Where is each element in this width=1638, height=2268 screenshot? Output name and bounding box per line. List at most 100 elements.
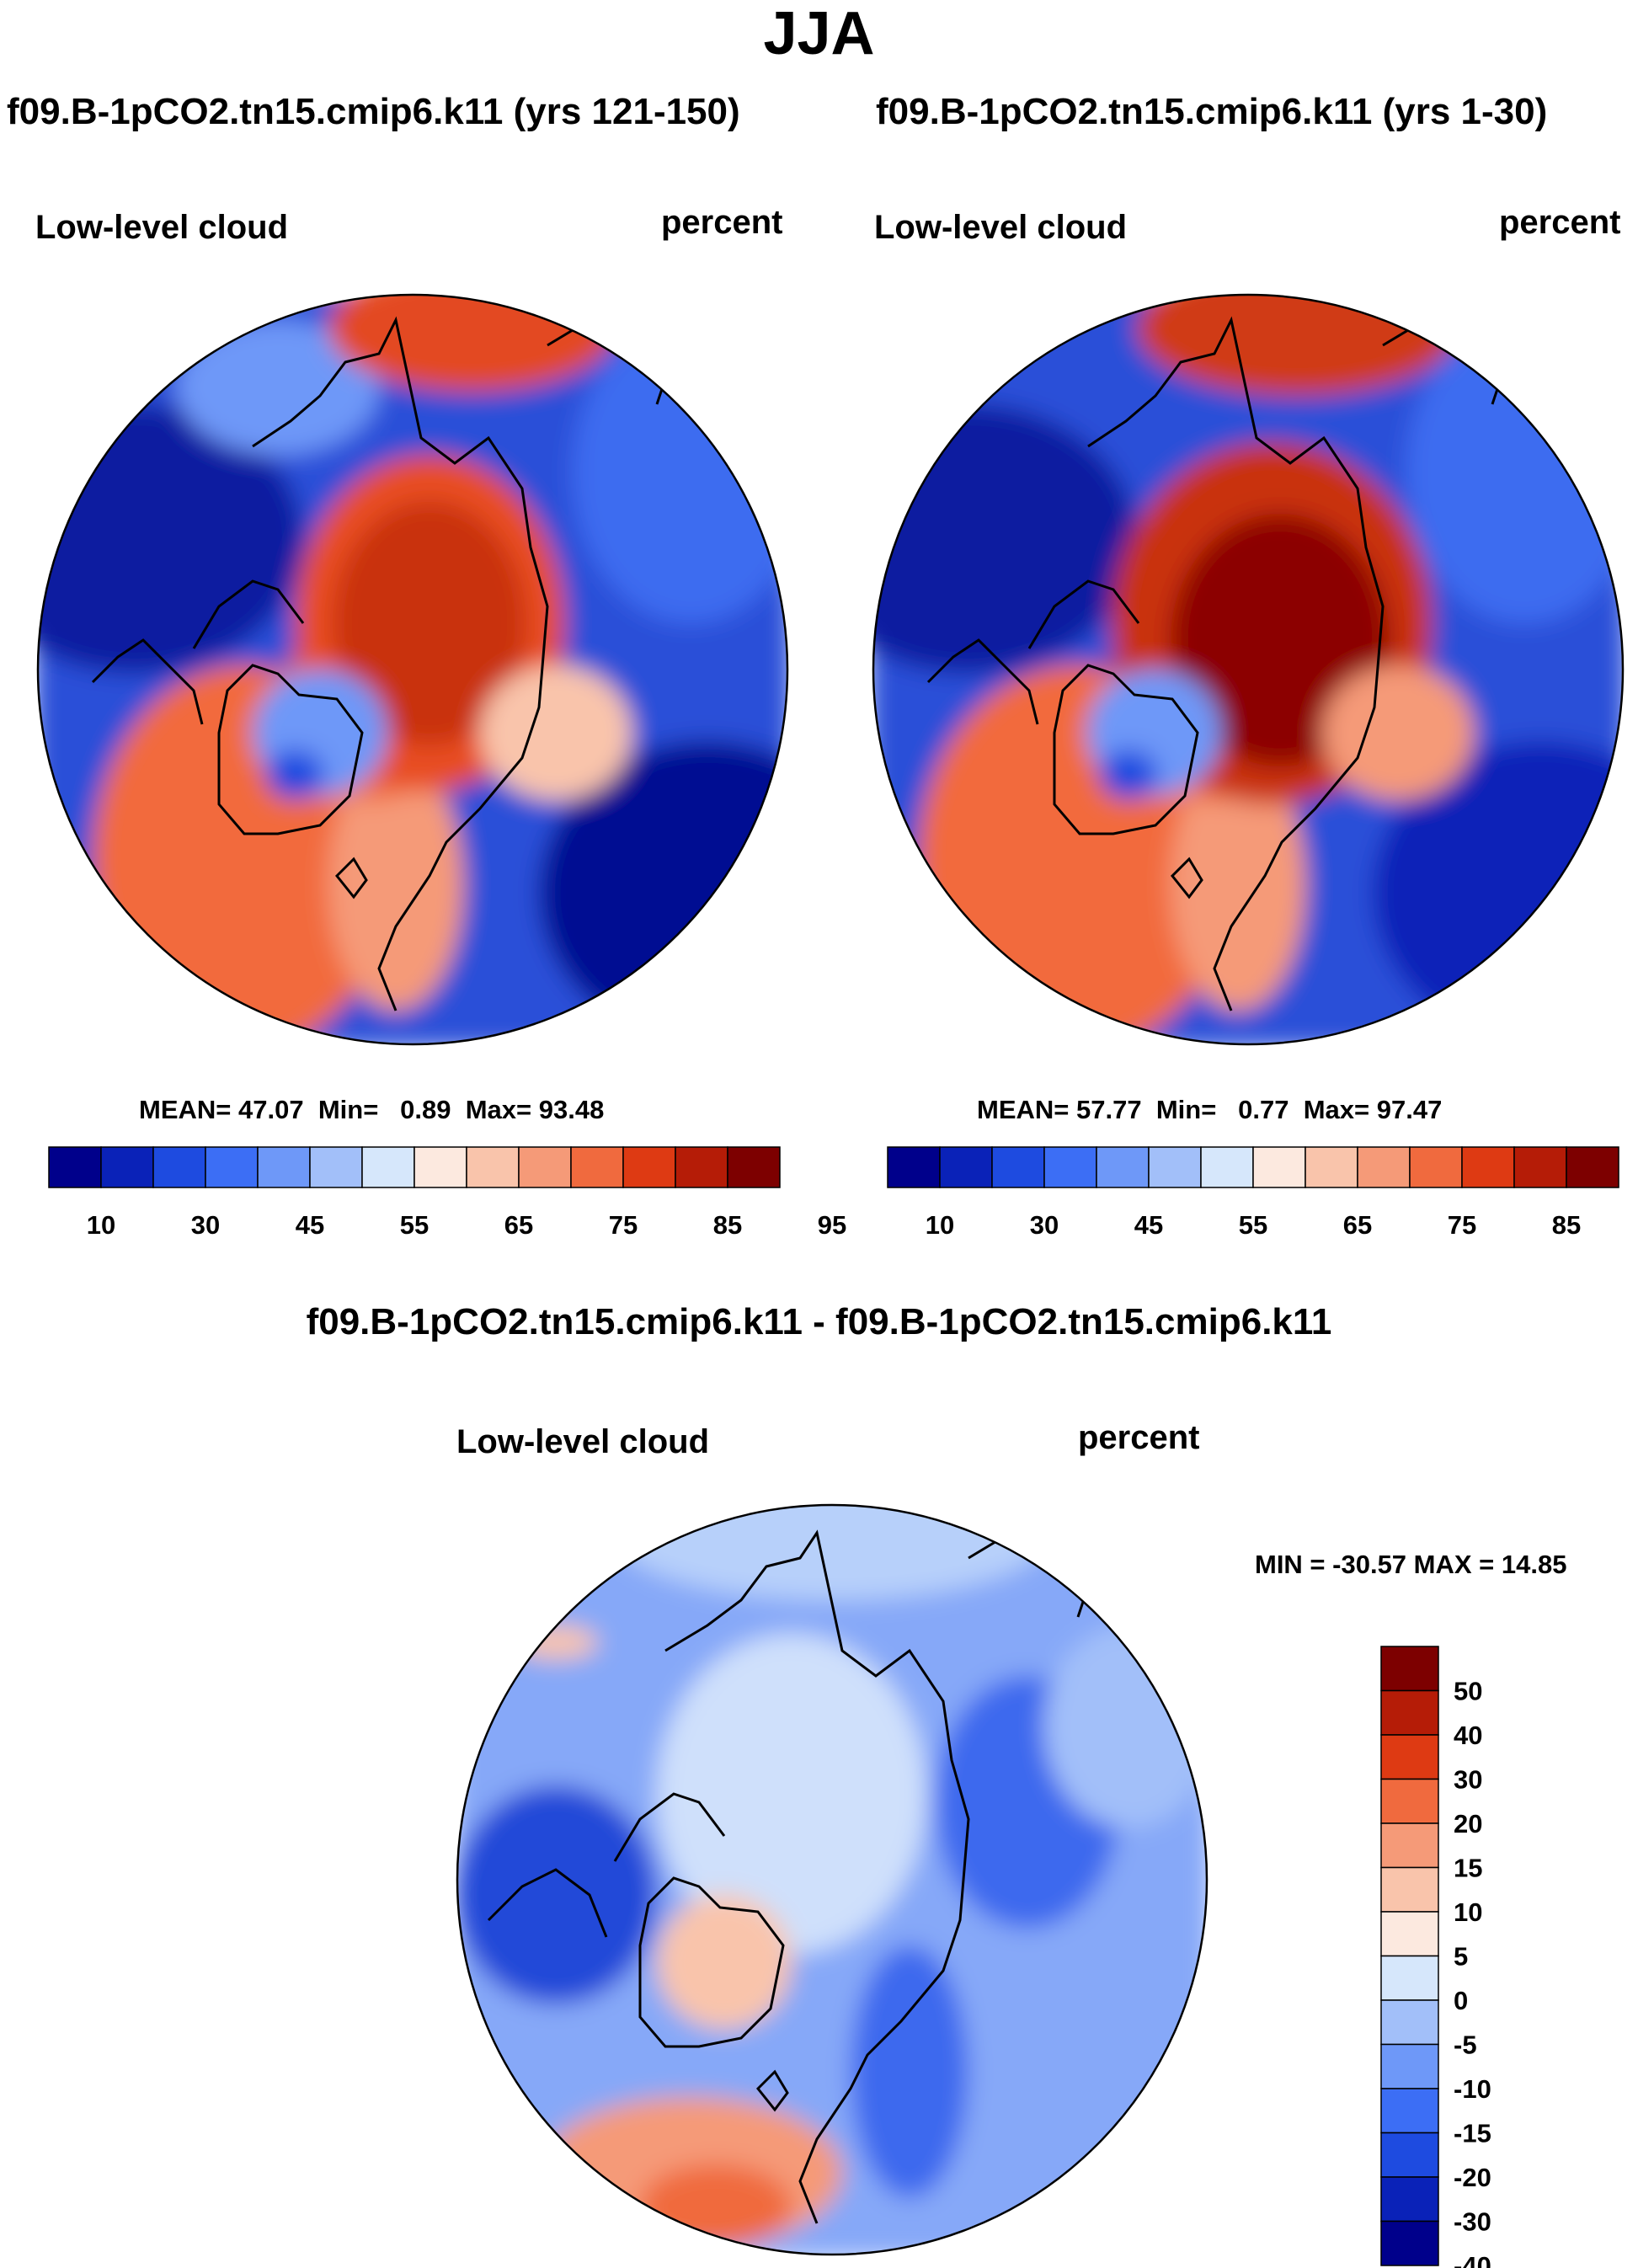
colorbar-swatch — [100, 1146, 154, 1188]
colorbar-swatch — [518, 1146, 572, 1188]
panel-right-units: percent — [1499, 204, 1621, 241]
colorbar-tick-label: 10 — [87, 1210, 115, 1240]
colorbar-swatch — [48, 1146, 102, 1188]
colorbar-swatch — [1461, 1146, 1515, 1188]
colorbar-swatch — [1380, 2132, 1439, 2178]
colorbar-swatch — [1566, 1146, 1619, 1188]
colorbar-tick-label: -30 — [1454, 2207, 1491, 2237]
colorbar-swatch — [1200, 1146, 1254, 1188]
colorbar-tick-label: 85 — [1552, 1210, 1581, 1240]
colorbar-swatch — [1380, 2220, 1439, 2266]
min-value: 0.89 — [400, 1095, 451, 1124]
panel-left-title: f09.B-1pCO2.tn15.cmip6.k11 (yrs 121-150) — [7, 91, 740, 132]
panel-right-variable: Low-level cloud — [874, 209, 1128, 246]
colorbar-swatch — [257, 1146, 311, 1188]
max-value: 97.47 — [1376, 1095, 1443, 1124]
colorbar-swatch — [622, 1146, 676, 1188]
max-value: 93.48 — [538, 1095, 605, 1124]
colorbar-tick-label: -40 — [1454, 2251, 1491, 2268]
colorbar-tick-label: 75 — [609, 1210, 638, 1240]
colorbar-swatch — [1380, 1999, 1439, 2046]
colorbar-tick-label: -20 — [1454, 2163, 1491, 2192]
colorbar-swatch — [466, 1146, 520, 1188]
colorbar-tick-label: 30 — [1454, 1765, 1482, 1795]
min-label: Min= — [317, 1095, 379, 1124]
colorbar-swatch — [1380, 1734, 1439, 1780]
colorbar-swatch — [1148, 1146, 1202, 1188]
difference-title: f09.B-1pCO2.tn15.cmip6.k11 - f09.B-1pCO2… — [306, 1301, 1332, 1342]
colorbar-tick-label: 0 — [1454, 1986, 1468, 2015]
difference-variable: Low-level cloud — [456, 1423, 710, 1460]
colorbar-tick-label: 65 — [1343, 1210, 1372, 1240]
colorbar-swatch — [205, 1146, 259, 1188]
colorbar-tick-label: -5 — [1454, 2031, 1477, 2060]
panel-left-variable: Low-level cloud — [35, 209, 289, 246]
colorbar-tick-label: -10 — [1454, 2074, 1491, 2104]
colorbar-swatch — [1513, 1146, 1567, 1188]
mean-value: 47.07 — [238, 1095, 304, 1124]
colorbar-swatch — [1409, 1146, 1463, 1188]
max-label: Max= — [465, 1095, 532, 1124]
colorbar-tick-label: 95 — [818, 1210, 846, 1240]
colorbar-swatch — [727, 1146, 781, 1188]
colorbar-swatch — [1380, 1866, 1439, 1913]
colorbar-tick-label: 55 — [400, 1210, 429, 1240]
panel-left-units: percent — [661, 204, 783, 241]
map-right — [872, 293, 1625, 1046]
colorbar-tick-label: 15 — [1454, 1854, 1482, 1883]
colorbar-tick-label: 10 — [926, 1210, 954, 1240]
colorbar-swatch — [1380, 1911, 1439, 1957]
colorbar-swatch — [1380, 2176, 1439, 2223]
colorbar-swatch — [1380, 1822, 1439, 1869]
mean-value: 57.77 — [1076, 1095, 1142, 1124]
panel-right-stats: MEAN= 57.77 Min= 0.77 Max= 97.47 — [977, 1095, 1442, 1125]
colorbar-swatch — [675, 1146, 728, 1188]
colorbar-tick-label: 85 — [713, 1210, 742, 1240]
colorbar-swatch — [1380, 2043, 1439, 2089]
mean-label: MEAN= — [977, 1095, 1070, 1124]
colorbar-swatch — [939, 1146, 993, 1188]
min-label: Min= — [1155, 1095, 1217, 1124]
colorbar-tick-label: 10 — [1454, 1897, 1482, 1927]
colorbar-tick-label: 65 — [504, 1210, 533, 1240]
colorbar-swatch — [1380, 1955, 1439, 2001]
colorbar-swatch — [1380, 1689, 1439, 1736]
colorbar-swatch — [1096, 1146, 1150, 1188]
colorbar-tick-label: 20 — [1454, 1809, 1482, 1838]
map-difference — [456, 1503, 1208, 2256]
difference-stats: MIN = -30.57 MAX = 14.85 — [1255, 1550, 1567, 1579]
colorbar-swatch — [1380, 1778, 1439, 1824]
colorbar-tick-label: 30 — [1030, 1210, 1059, 1240]
colorbar-swatch — [1305, 1146, 1358, 1188]
colorbar-tick-label: 75 — [1448, 1210, 1476, 1240]
difference-units: percent — [1078, 1419, 1200, 1456]
panel-left-stats: MEAN= 47.07 Min= 0.89 Max= 93.48 — [139, 1095, 604, 1125]
colorbar-tick-label: 40 — [1454, 1721, 1482, 1750]
map-left — [36, 293, 789, 1046]
colorbar-swatch — [361, 1146, 415, 1188]
page-title: JJA — [763, 0, 875, 67]
colorbar-swatch — [887, 1146, 941, 1188]
colorbar-swatch — [1357, 1146, 1411, 1188]
colorbar-tick-label: 30 — [191, 1210, 220, 1240]
colorbar-tick-label: 45 — [1134, 1210, 1163, 1240]
colorbar-swatch — [1380, 1646, 1439, 1692]
colorbar-swatch — [570, 1146, 624, 1188]
colorbar-tick-label: -15 — [1454, 2119, 1491, 2148]
colorbar-swatch — [991, 1146, 1045, 1188]
colorbar-swatch — [414, 1146, 467, 1188]
mean-label: MEAN= — [139, 1095, 232, 1124]
colorbar-swatch — [1380, 2088, 1439, 2134]
colorbar-swatch — [152, 1146, 206, 1188]
colorbar-tick-label: 5 — [1454, 1942, 1468, 1972]
colorbar-tick-label: 50 — [1454, 1677, 1482, 1706]
panel-right-title: f09.B-1pCO2.tn15.cmip6.k11 (yrs 1-30) — [876, 91, 1548, 132]
colorbar-tick-label: 45 — [296, 1210, 324, 1240]
max-label: Max= — [1303, 1095, 1370, 1124]
min-value: 0.77 — [1238, 1095, 1289, 1124]
colorbar-tick-label: 55 — [1239, 1210, 1267, 1240]
colorbar-left: 10 30 45 55 65 75 85 95 — [48, 1146, 846, 1240]
